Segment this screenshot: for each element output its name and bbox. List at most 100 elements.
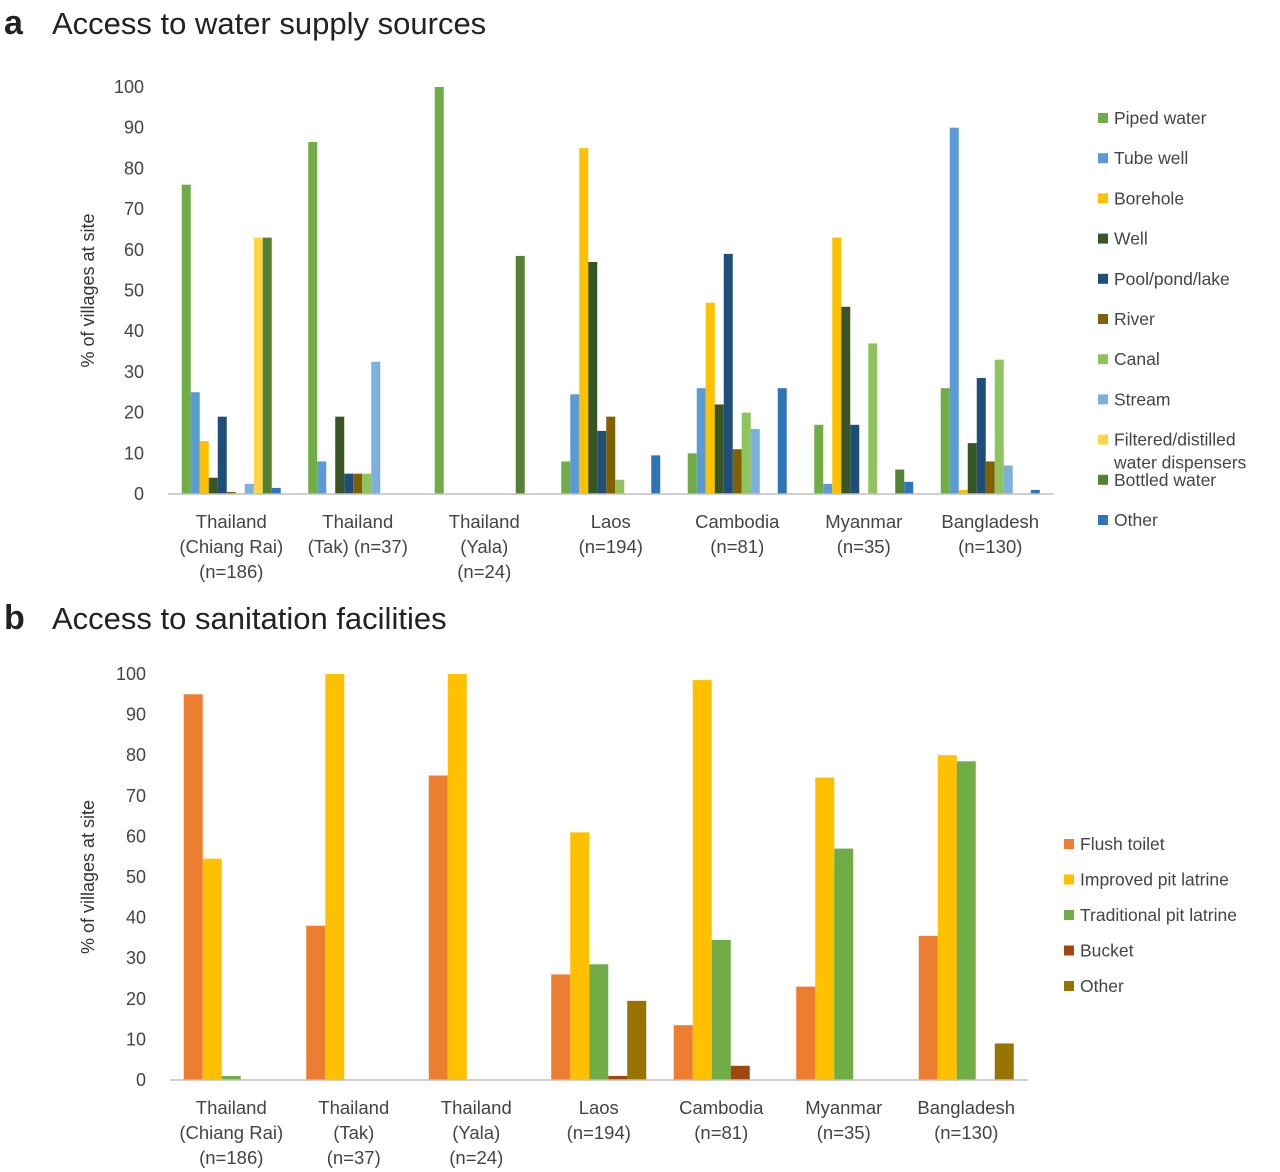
legend-label: Other [1114,510,1158,530]
bar [183,694,203,1080]
bar [741,412,751,494]
bar [428,775,448,1080]
legend-swatch [1098,273,1108,284]
y-axis-label: % of villages at site [78,800,98,954]
legend-swatch [1098,515,1108,525]
bar [202,858,222,1080]
bar [551,974,571,1080]
y-tick-label: 60 [126,826,146,846]
y-axis-label: % of villages at site [78,213,98,367]
bar [850,424,860,494]
bar [434,87,444,494]
x-tick-label: Thailand [196,1097,267,1118]
y-tick-label: 0 [134,484,144,504]
bar [956,761,976,1080]
bar [732,449,742,494]
y-tick-label: 90 [124,118,144,138]
bar [208,477,218,494]
bar [353,473,363,494]
x-tick-label: Bangladesh [917,1097,1015,1118]
legend-label: Canal [1114,349,1160,369]
bar [606,416,616,494]
bar [181,184,191,494]
legend-swatch [1064,981,1074,991]
legend-label: Well [1114,229,1148,249]
y-tick-label: 30 [124,362,144,382]
x-tick-label: Laos [579,1097,619,1118]
bar [796,986,816,1080]
legend-swatch [1098,474,1108,485]
bar [317,461,327,494]
bar [937,755,957,1080]
y-tick-label: 60 [124,240,144,260]
y-tick-label: 10 [124,443,144,463]
legend-label: Flush toilet [1080,834,1165,854]
bar [673,1025,693,1080]
bar [271,487,281,494]
legend-label: Stream [1114,389,1170,409]
x-tick-label: (n=24) [449,1147,503,1168]
y-tick-label: 70 [126,786,146,806]
x-tick-label: (n=130) [958,536,1022,557]
bar [750,428,760,494]
legend-label: Tube well [1114,148,1188,168]
bar [868,343,878,494]
bar [1003,465,1013,494]
bar [199,441,209,494]
x-tick-label: Thailand [196,511,267,532]
bar [949,127,959,494]
y-tick-label: 0 [136,1070,146,1090]
x-tick-label: Laos [591,511,631,532]
legend-label: Other [1080,976,1124,996]
bar [244,483,254,494]
bar [335,416,345,494]
bar [515,255,525,494]
panel-a-title: Access to water supply sources [52,6,487,41]
bar [253,237,263,494]
legend-label: Bottled water [1114,470,1216,490]
y-tick-label: 80 [126,745,146,765]
legend-label: Borehole [1114,188,1184,208]
legend-swatch [1098,314,1108,324]
bar [362,473,372,494]
legend-swatch [1064,839,1074,849]
x-tick-label: (n=194) [567,1122,631,1143]
legend-label: Improved pit latrine [1080,870,1229,890]
y-tick-label: 40 [126,908,146,928]
bar [589,964,609,1080]
x-tick-label: (n=186) [199,561,263,582]
bar [918,935,938,1080]
legend-label: Piped water [1114,108,1207,128]
x-tick-label: (n=37) [327,1147,381,1168]
bar [994,1043,1014,1080]
bar [834,848,854,1080]
x-tick-label: (n=81) [710,536,764,557]
bar [711,939,731,1080]
x-tick-label: (Yala) [460,536,508,557]
bar [570,832,590,1080]
y-tick-label: 50 [124,281,144,301]
x-tick-label: (n=24) [457,561,511,582]
bar [696,388,706,494]
bar [615,479,625,494]
x-tick-label: Bangladesh [941,511,1039,532]
x-tick-label: (n=35) [837,536,891,557]
bar [190,392,200,494]
bar [447,674,467,1080]
x-tick-label: Thailand [441,1097,512,1118]
bar [371,361,381,494]
bar [597,430,607,494]
legend-swatch [1098,233,1108,244]
legend-swatch [1098,193,1108,204]
bar [976,378,986,494]
y-tick-label: 40 [124,321,144,341]
panel-a-letter: a [4,4,23,42]
bar [777,388,787,494]
legend-swatch [1064,874,1074,885]
bar [226,491,236,494]
bar [579,148,589,495]
bar [627,1000,647,1080]
bar [651,455,661,494]
water-supply-chart: 0 10 20 30 40 50 60 70 80 90 100 % of villages at s… [78,77,1247,582]
bar [692,680,712,1080]
